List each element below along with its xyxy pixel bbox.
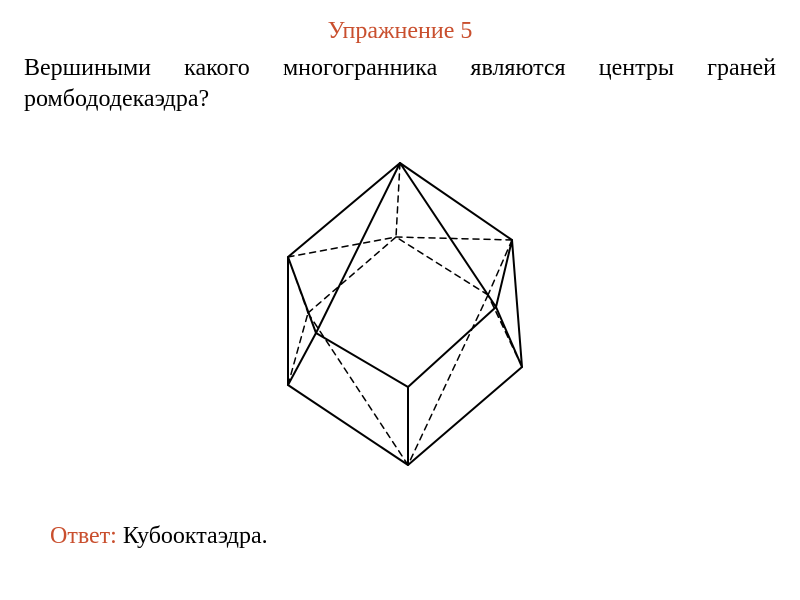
rhombic-dodecahedron-svg (230, 145, 570, 485)
exercise-title: Упражнение 5 (0, 0, 800, 45)
answer-block: Ответ: Кубооктаэдра. (50, 523, 268, 550)
question-text: Вершиными какого многогранника являются … (0, 45, 800, 115)
polyhedron-diagram (230, 145, 570, 485)
answer-text: Кубооктаэдра. (123, 523, 268, 549)
answer-label: Ответ: (50, 523, 117, 549)
